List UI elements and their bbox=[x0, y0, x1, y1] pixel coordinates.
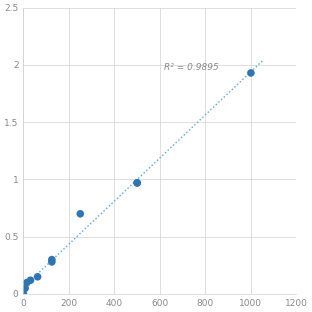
Point bbox=[78, 211, 83, 216]
Point bbox=[49, 257, 54, 262]
Point bbox=[28, 278, 33, 283]
Text: R² = 0.9895: R² = 0.9895 bbox=[164, 63, 219, 72]
Point bbox=[21, 291, 26, 296]
Point bbox=[35, 274, 40, 279]
Point bbox=[135, 180, 140, 185]
Point bbox=[248, 71, 253, 76]
Point bbox=[135, 180, 140, 185]
Point bbox=[24, 280, 29, 285]
Point bbox=[49, 259, 54, 264]
Point bbox=[23, 286, 28, 291]
